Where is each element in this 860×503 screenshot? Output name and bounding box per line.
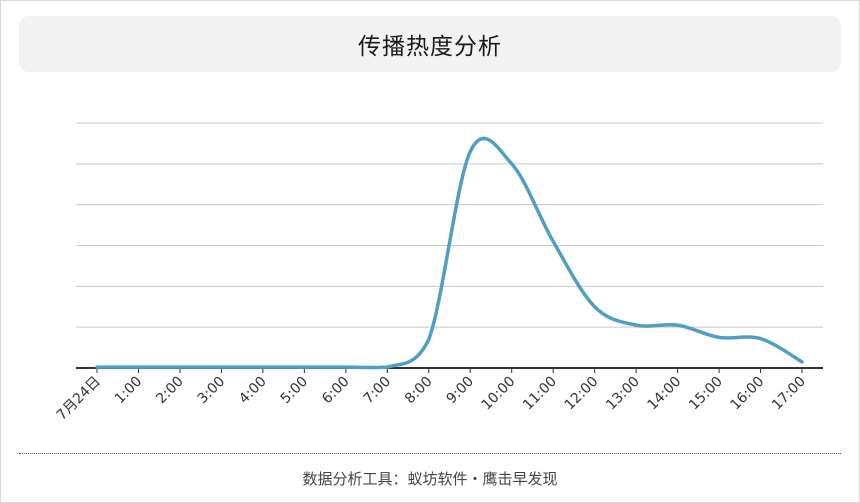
x-tick-label: 15:00 xyxy=(686,374,726,414)
x-tick-label: 8:00 xyxy=(402,374,436,408)
footer-divider xyxy=(19,453,841,454)
x-tick-label: 14:00 xyxy=(645,374,685,414)
chart-title: 传播热度分析 xyxy=(358,34,502,60)
x-tick-label: 3:00 xyxy=(195,374,229,408)
footer-credit: 数据分析工具：蚁坊软件・鹰击早发现 xyxy=(302,470,558,488)
x-tick-label: 10:00 xyxy=(479,374,519,414)
line-chart: 7月24日 1:00 2:00 3:00 4:00 5:00 6:00 7:00 8:00 9:0… xyxy=(54,122,823,424)
x-tick-label: 12:00 xyxy=(562,374,602,414)
x-tick-label: 1:00 xyxy=(112,374,146,408)
x-tick-label: 5:00 xyxy=(278,374,312,408)
x-tick-label: 13:00 xyxy=(603,374,643,414)
x-tick-label: 7月24日 xyxy=(54,374,104,424)
x-tick-label: 6:00 xyxy=(319,374,353,408)
title-bar: 传播热度分析 xyxy=(19,16,841,72)
x-tick-label: 7:00 xyxy=(361,374,395,408)
x-tick-label: 16:00 xyxy=(728,374,768,414)
x-tick-label: 2:00 xyxy=(153,374,187,408)
series-line xyxy=(95,136,804,370)
x-tick-label: 17:00 xyxy=(769,374,809,414)
x-tick-label: 9:00 xyxy=(444,374,478,408)
x-tick-label: 4:00 xyxy=(236,374,270,408)
x-tick-label: 11:00 xyxy=(520,374,560,414)
